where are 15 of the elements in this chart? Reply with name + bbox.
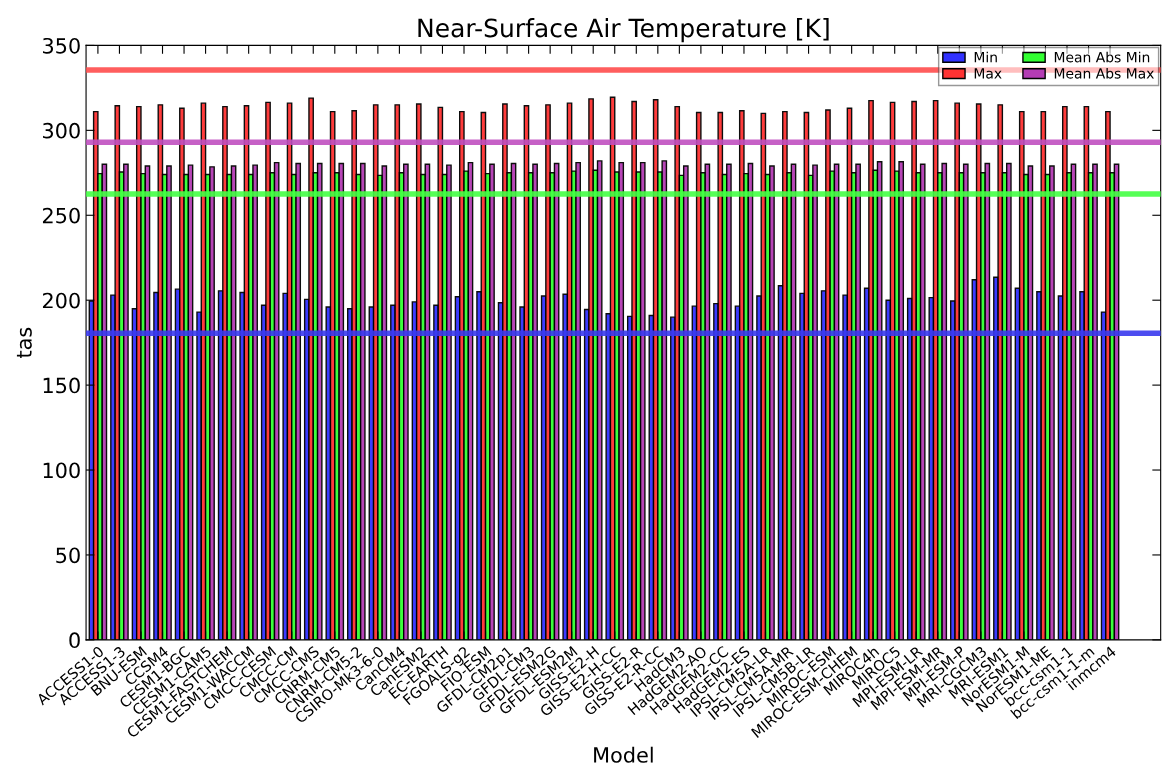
legend-label: Mean Abs Min: [1054, 51, 1150, 63]
legend-label: Mean Abs Max: [1054, 67, 1154, 79]
chart-title: Near-Surface Air Temperature [K]: [418, 18, 829, 43]
legend-label: Min: [974, 51, 997, 63]
y-tick-label: 0: [69, 632, 80, 649]
y-tick-label: 300: [43, 122, 80, 139]
x-axis-title: Model: [594, 746, 653, 763]
y-axis-title: tas: [16, 327, 32, 358]
y-tick-label: 200: [42, 292, 80, 309]
y-tick-label: 100: [43, 462, 80, 479]
y-tick-label: 150: [43, 377, 80, 394]
y-tick-label: 350: [43, 37, 80, 54]
y-tick-label: 50: [56, 547, 80, 564]
y-tick-label: 250: [42, 207, 80, 224]
legend-label: Max: [974, 68, 1002, 79]
